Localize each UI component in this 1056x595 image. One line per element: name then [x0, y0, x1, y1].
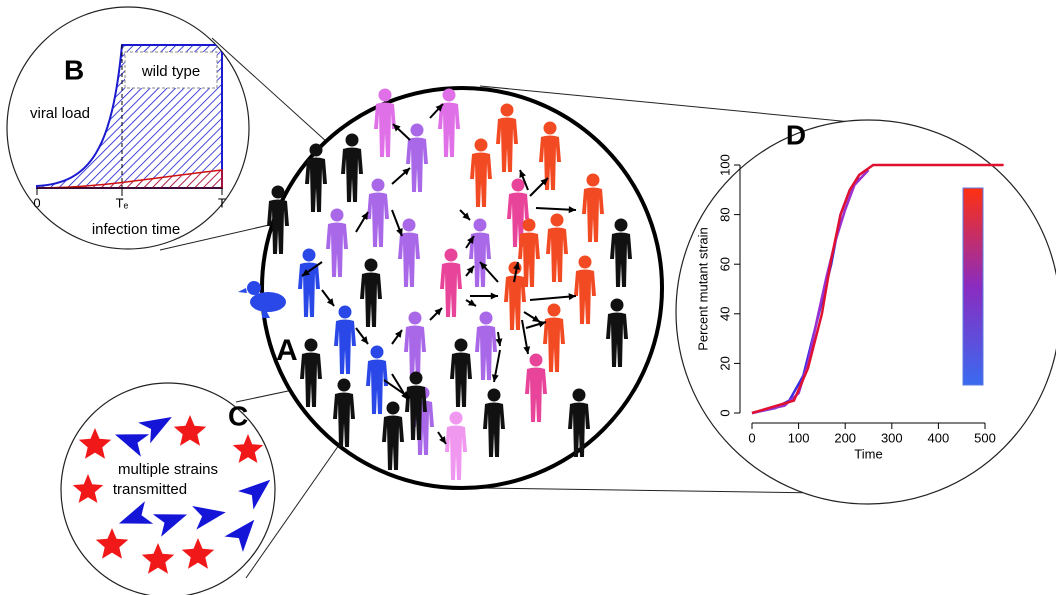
y-tick-label: 100: [717, 154, 732, 176]
panel-c-text: transmitted: [113, 481, 187, 498]
person-head: [365, 259, 378, 272]
panel-b-label: B: [64, 54, 84, 85]
person-head: [488, 389, 501, 402]
person-head: [338, 379, 351, 392]
person-head: [339, 306, 352, 319]
person-head: [474, 219, 487, 232]
legend-text: wild type: [141, 63, 200, 80]
person-head: [305, 339, 318, 352]
panel-c-label: C: [228, 400, 248, 431]
person-head: [475, 139, 488, 152]
person-head: [530, 354, 543, 367]
person-head: [272, 186, 285, 199]
y-tick-label: 20: [717, 356, 732, 370]
person-head: [501, 104, 514, 117]
x-tick-label: Tₑ: [116, 195, 129, 210]
panel-d-label: D: [786, 119, 806, 150]
person-head: [372, 179, 385, 192]
person-head: [548, 304, 561, 317]
person-head: [611, 299, 624, 312]
person-head: [387, 402, 400, 415]
person-head: [615, 219, 628, 232]
y-tick-label: 40: [717, 307, 732, 321]
figure: A 0 Tₑ Twild type viral load infection time Bm…: [0, 0, 1056, 595]
duck-beak: [238, 288, 247, 293]
color-bar: [963, 188, 983, 385]
person-head: [443, 89, 456, 102]
x-label: infection time: [92, 221, 180, 238]
person-head: [411, 124, 424, 137]
person-head: [379, 89, 392, 102]
y-label: viral load: [30, 105, 90, 122]
person-head: [409, 312, 422, 325]
y-label: Percent mutant strain: [695, 227, 710, 351]
y-tick-label: 80: [717, 207, 732, 221]
person-head: [551, 214, 564, 227]
panel-a-label: A: [276, 334, 298, 367]
duck-body: [250, 292, 286, 312]
person-head: [579, 256, 592, 269]
duck-head: [247, 281, 261, 295]
x-tick-label: 500: [974, 430, 996, 445]
person-head: [450, 412, 463, 425]
person-head: [587, 174, 600, 187]
x-tick-label: 0: [748, 430, 755, 445]
person-head: [523, 219, 536, 232]
person-head: [346, 134, 359, 147]
person-head: [310, 144, 323, 157]
person-head: [303, 249, 316, 262]
x-tick-label: 100: [788, 430, 810, 445]
x-label: Time: [854, 446, 882, 461]
person-head: [573, 389, 586, 402]
x-tick-label: 300: [881, 430, 903, 445]
person-head: [331, 209, 344, 222]
x-tick-label: 400: [928, 430, 950, 445]
person-head: [455, 339, 468, 352]
panel-c-text: multiple strains: [118, 461, 218, 478]
person-head: [512, 179, 525, 192]
y-tick-label: 60: [717, 257, 732, 271]
person-head: [371, 346, 384, 359]
y-tick-label: 0: [717, 409, 732, 416]
x-tick-label: 200: [834, 430, 856, 445]
person-head: [410, 372, 423, 385]
person-head: [480, 312, 493, 325]
x-tick-label: T: [218, 195, 226, 210]
person-head: [403, 219, 416, 232]
person-head: [544, 122, 557, 135]
person-head: [445, 249, 458, 262]
x-tick-label: 0: [33, 195, 40, 210]
